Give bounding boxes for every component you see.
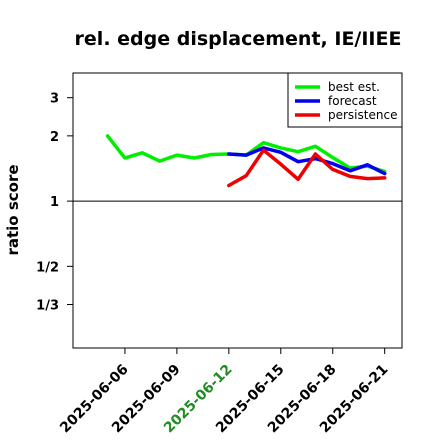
y-tick-label: 1/3 — [36, 299, 59, 314]
chart-title: rel. edge displacement, IE/IIEE — [75, 28, 402, 50]
y-axis-label: ratio score — [4, 164, 22, 255]
series-line-forecast — [227, 146, 387, 176]
x-axis: 2025-06-062025-06-092025-06-122025-06-15… — [57, 348, 392, 436]
y-tick-label: 3 — [50, 92, 59, 107]
legend-entry-label: best est. — [328, 80, 380, 94]
plot-frame — [72, 72, 403, 349]
legend-entry-label: forecast — [328, 94, 377, 108]
series-layer — [105, 134, 387, 188]
y-tick-label: 1/2 — [36, 260, 59, 275]
y-tick-label: 2 — [50, 130, 59, 145]
legend-entry-label: persistence — [328, 108, 397, 122]
y-axis: 3 2 1 1/2 1/3 — [36, 92, 73, 314]
series-line-persistence — [227, 148, 387, 188]
y-tick-label: 1 — [50, 195, 59, 210]
